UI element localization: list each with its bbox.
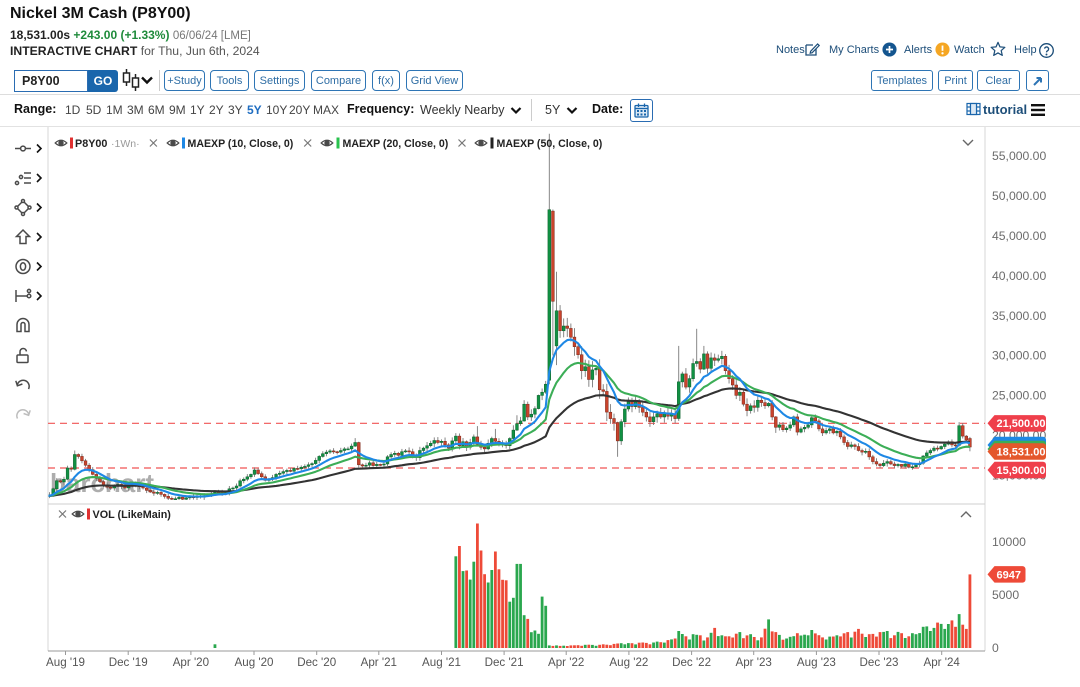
svg-text:Dec '21: Dec '21 [485,656,524,669]
svg-text:Dec '19: Dec '19 [109,656,148,669]
svg-text:Dec '22: Dec '22 [672,656,711,669]
svg-text:0: 0 [992,641,999,655]
svg-text:Apr '20: Apr '20 [173,656,209,669]
svg-text:15,900.00: 15,900.00 [997,465,1046,477]
svg-text:Dec '23: Dec '23 [860,656,899,669]
svg-text:MAEXP (20, Close, 0): MAEXP (20, Close, 0) [343,138,449,150]
svg-text:40,000.00: 40,000.00 [992,269,1046,283]
svg-text:·1Wn·: ·1Wn· [111,138,140,150]
svg-text:MAEXP (50, Close, 0): MAEXP (50, Close, 0) [497,138,603,150]
svg-text:21,500.00: 21,500.00 [997,418,1046,430]
svg-text:35,000.00: 35,000.00 [992,309,1046,323]
svg-text:10000: 10000 [992,535,1026,549]
svg-text:Apr '23: Apr '23 [736,656,772,669]
svg-text:25,000.00: 25,000.00 [992,389,1046,403]
svg-text:Aug '21: Aug '21 [422,656,461,669]
svg-text:Aug '23: Aug '23 [797,656,836,669]
svg-text:Apr '21: Apr '21 [361,656,397,669]
svg-text:6947: 6947 [997,569,1021,581]
svg-text:30,000.00: 30,000.00 [992,349,1046,363]
svg-text:Apr '22: Apr '22 [548,656,584,669]
svg-text:MAEXP (10, Close, 0): MAEXP (10, Close, 0) [188,138,294,150]
svg-text:5000: 5000 [992,588,1019,602]
svg-text:Apr '24: Apr '24 [924,656,961,669]
svg-text:45,000.00: 45,000.00 [992,229,1046,243]
svg-text:Aug '19: Aug '19 [46,656,85,669]
svg-text:18,531.00: 18,531.00 [997,446,1046,458]
svg-text:P8Y00: P8Y00 [75,138,107,150]
svg-text:VOL (LikeMain): VOL (LikeMain) [93,509,172,521]
svg-text:Aug '22: Aug '22 [609,656,648,669]
svg-text:50,000.00: 50,000.00 [992,189,1046,203]
svg-text:Dec '20: Dec '20 [297,656,336,669]
svg-text:Aug '20: Aug '20 [235,656,274,669]
svg-text:55,000.00: 55,000.00 [992,149,1046,163]
